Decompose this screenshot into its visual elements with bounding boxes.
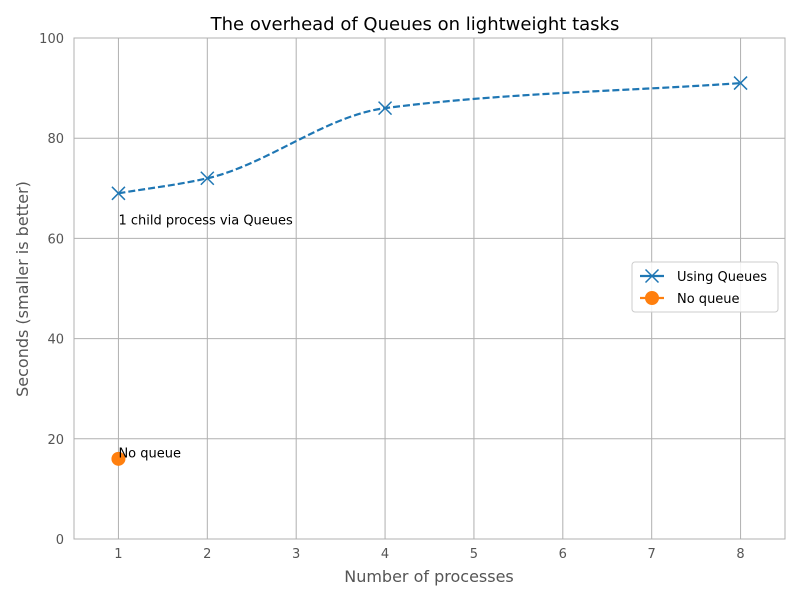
data-point-using-queues bbox=[200, 171, 215, 186]
y-axis-label: Seconds (smaller is better) bbox=[13, 181, 32, 397]
x-axis-label: Number of processes bbox=[344, 567, 514, 586]
y-tick-label: 0 bbox=[56, 533, 64, 548]
annotation-label: No queue bbox=[118, 446, 181, 461]
x-tick-label: 4 bbox=[381, 547, 389, 562]
x-axis-ticks: 1 2 3 4 5 6 7 8 bbox=[114, 547, 744, 562]
y-axis-ticks: 0 20 40 60 80 100 bbox=[39, 32, 64, 548]
data-point-using-queues bbox=[733, 76, 748, 91]
x-tick-label: 1 bbox=[114, 547, 122, 562]
x-tick-label: 7 bbox=[648, 547, 656, 562]
legend-marker-no-queue bbox=[645, 291, 659, 305]
annotation-label: 1 child process via Queues bbox=[118, 213, 293, 228]
legend: Using Queues No queue bbox=[631, 261, 779, 313]
legend-label-using-queues: Using Queues bbox=[677, 270, 767, 285]
x-tick-label: 2 bbox=[203, 547, 211, 562]
series-layer bbox=[111, 76, 748, 466]
x-tick-label: 8 bbox=[736, 547, 744, 562]
plot-frame bbox=[73, 37, 786, 540]
data-point-using-queues-stroke bbox=[111, 186, 126, 201]
x-tick-label: 3 bbox=[292, 547, 300, 562]
legend-box bbox=[631, 261, 779, 313]
x-tick-label: 6 bbox=[559, 547, 567, 562]
x-tick-label: 5 bbox=[470, 547, 478, 562]
y-tick-label: 60 bbox=[47, 232, 64, 247]
y-tick-label: 80 bbox=[47, 132, 64, 147]
y-tick-label: 40 bbox=[47, 333, 64, 348]
data-point-using-queues-stroke bbox=[378, 101, 393, 116]
data-point-using-queues bbox=[378, 101, 393, 116]
y-tick-label: 20 bbox=[47, 433, 64, 448]
legend-marker-using-queues bbox=[644, 268, 660, 284]
data-point-using-queues-stroke bbox=[200, 171, 215, 186]
series-no-queue bbox=[111, 451, 126, 466]
series-using-queues bbox=[111, 76, 748, 201]
data-point-no-queue bbox=[111, 451, 126, 466]
data-point-using-queues bbox=[111, 186, 126, 201]
legend-label-no-queue: No queue bbox=[677, 292, 740, 307]
legend-marker-using-queues-stroke bbox=[644, 268, 660, 284]
series-line-using-queues bbox=[118, 81, 741, 195]
annotations: 1 child process via Queues No queue bbox=[118, 213, 293, 461]
y-tick-label: 100 bbox=[39, 32, 64, 47]
data-point-using-queues-stroke bbox=[733, 76, 748, 91]
chart-title: The overhead of Queues on lightweight ta… bbox=[210, 14, 620, 35]
